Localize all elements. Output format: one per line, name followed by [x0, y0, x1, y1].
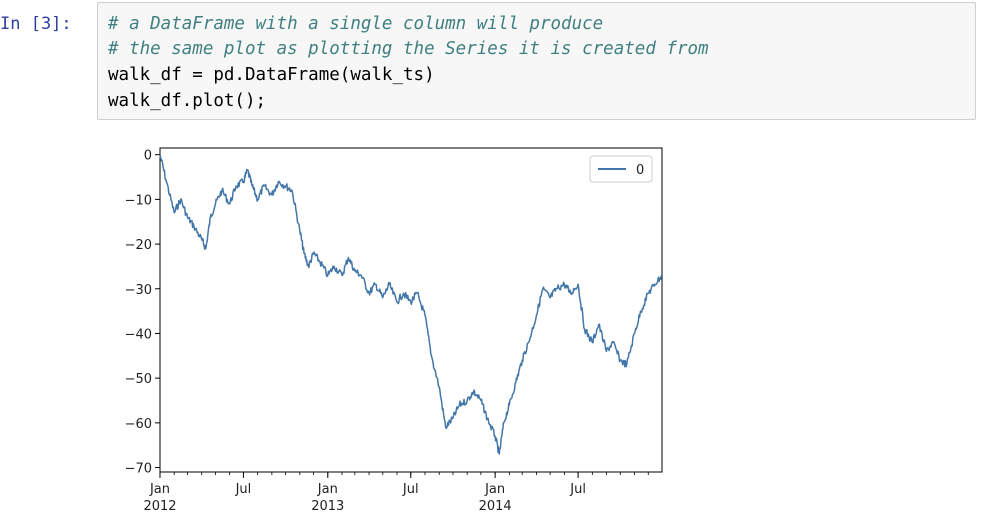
x-tick-label: Jul [569, 482, 586, 497]
code-line-dataframe: walk_df = pd.DataFrame(walk_ts) [108, 65, 435, 85]
cell-output: 0 −10 −20 −30 −40 −50 −60 −70 Jan 2012 Jul Jan 2013 J… [97, 140, 697, 517]
y-tick-label: −30 [125, 283, 152, 298]
y-tick-label: −70 [125, 462, 152, 477]
legend-label: 0 [636, 163, 644, 178]
code-line-plot: walk_df.plot(); [108, 91, 267, 111]
x-tick-label: Jan [484, 482, 505, 497]
x-tick-label: Jan [317, 482, 338, 497]
y-tick-label: 0 [144, 149, 152, 164]
y-tick-label: −10 [125, 193, 152, 208]
code-line-comment-1: # a DataFrame with a single column will … [108, 14, 604, 34]
axes: 0 −10 −20 −30 −40 −50 −60 −70 Jan 2012 Jul Jan 2013 J… [125, 147, 663, 514]
y-tick-label: −60 [125, 417, 152, 432]
code-line-comment-2: # the same plot as plotting the Series i… [108, 39, 709, 59]
x-tick-year-label: 2014 [479, 499, 512, 514]
plot-frame [159, 147, 663, 473]
y-tick-label: −50 [125, 372, 152, 387]
legend: 0 [589, 155, 653, 183]
series-0-line [159, 154, 663, 455]
input-prompt: In [3]: [0, 14, 72, 34]
x-tick-label: Jul [235, 482, 252, 497]
y-tick-label: −40 [125, 327, 152, 342]
y-tick-label: −20 [125, 238, 152, 253]
x-tick-year-label: 2013 [311, 499, 344, 514]
x-tick-label: Jul [402, 482, 419, 497]
x-tick-label: Jan [149, 482, 170, 497]
series-layer [159, 154, 663, 455]
code-cell-input[interactable]: # a DataFrame with a single column will … [97, 2, 976, 120]
x-tick-year-label: 2012 [143, 499, 176, 514]
line-chart: 0 −10 −20 −30 −40 −50 −60 −70 Jan 2012 Jul Jan 2013 J… [125, 147, 663, 514]
